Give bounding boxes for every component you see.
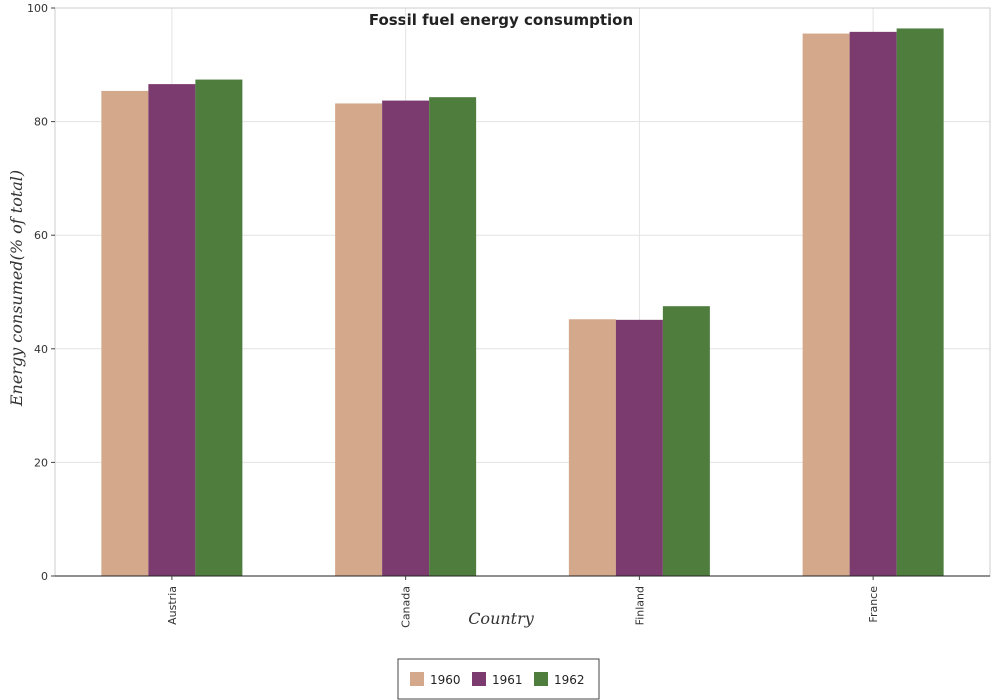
bar-1961-france [849, 31, 897, 576]
legend-swatch-1961 [472, 672, 486, 686]
legend-label-1962: 1962 [554, 673, 585, 687]
y-tick-label: 40 [34, 343, 48, 356]
legend-label-1961: 1961 [492, 673, 523, 687]
x-tick-label-finland: Finland [633, 586, 646, 625]
y-tick-label: 60 [34, 229, 48, 242]
x-tick-label-france: France [867, 586, 880, 623]
bar-1960-france [802, 33, 850, 577]
legend-swatch-1962 [534, 672, 548, 686]
bar-1962-canada [429, 97, 477, 577]
bar-1961-finland [615, 319, 663, 576]
bar-1961-canada [382, 100, 430, 577]
bar-1962-finland [662, 306, 710, 576]
y-tick-label: 20 [34, 456, 48, 469]
legend-box [397, 658, 600, 700]
bar-1962-france [896, 28, 944, 577]
bar-1962-austria [195, 79, 243, 577]
y-axis-label: Energy consumed(% of total) [7, 170, 26, 407]
x-tick-label-canada: Canada [400, 586, 413, 628]
x-axis-label: Country [468, 609, 535, 628]
bars [101, 28, 944, 577]
bar-1960-canada [335, 103, 383, 576]
y-tick-label: 0 [41, 570, 48, 583]
chart-title: Fossil fuel energy consumption [369, 11, 633, 29]
axes: 0 20 40 60 80 100 Austria Canada Finland France [27, 2, 991, 628]
legend-swatch-1960 [410, 672, 424, 686]
bar-1960-finland [568, 319, 616, 576]
legend: 1960 1961 1962 [397, 658, 600, 700]
bar-1960-austria [101, 90, 149, 576]
bar-1961-austria [148, 84, 196, 576]
legend-label-1960: 1960 [430, 673, 461, 687]
y-tick-label: 100 [27, 2, 48, 15]
x-tick-label-austria: Austria [166, 586, 179, 625]
y-tick-label: 80 [34, 116, 48, 129]
